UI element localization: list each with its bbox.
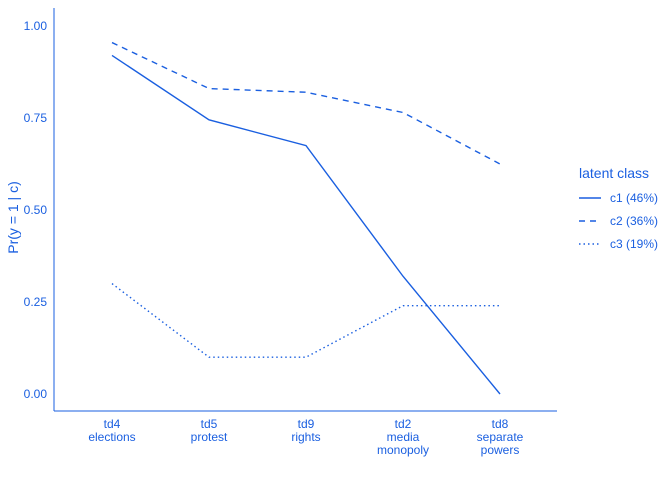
legend-label: c2 (36%): [610, 214, 658, 228]
x-tick-label: td5 protest: [191, 417, 228, 444]
axes: [53, 8, 557, 412]
y-tick-label: 0.75: [24, 111, 48, 125]
x-tick-label: td9 rights: [291, 417, 320, 444]
y-tick-label: 0.00: [24, 387, 48, 401]
x-tick-labels: td4 elections td5 protest td9 rights td2 media m…: [88, 417, 523, 457]
x-tick-label: td2 media monopoly: [377, 417, 429, 457]
legend-label: c1 (46%): [610, 191, 658, 205]
series-line-1: [111, 54, 501, 395]
series-line-3: [111, 283, 500, 358]
x-tick-label: td8 separate powers: [477, 417, 524, 457]
legend-label: c3 (19%): [610, 237, 658, 251]
y-tick-label: 1.00: [24, 19, 48, 33]
legend-title: latent class: [579, 165, 649, 181]
y-tick-label: 0.25: [24, 295, 48, 309]
y-tick-labels: 0.00 0.25 0.50 0.75 1.00: [24, 19, 48, 401]
y-tick-label: 0.50: [24, 203, 48, 217]
series-line-2: [111, 41, 501, 165]
legend: latent class c1 (46%) c2 (36%) c3 (19%): [579, 165, 658, 251]
x-tick-label: td4 elections: [88, 417, 135, 444]
y-axis-title: Pr(y = 1 | c): [5, 181, 21, 253]
series-lines: [111, 41, 501, 395]
